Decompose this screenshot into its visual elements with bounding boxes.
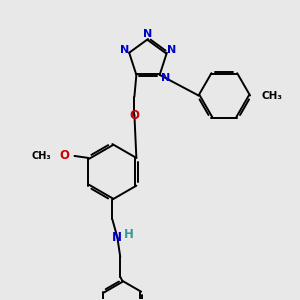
Text: CH₃: CH₃ (262, 91, 283, 100)
Text: N: N (120, 45, 129, 55)
Text: O: O (59, 149, 70, 162)
Text: N: N (161, 73, 170, 83)
Text: N: N (167, 45, 176, 55)
Text: N: N (143, 29, 153, 39)
Text: N: N (112, 231, 122, 244)
Text: CH₃: CH₃ (31, 151, 51, 161)
Text: H: H (124, 228, 134, 241)
Text: O: O (129, 109, 140, 122)
